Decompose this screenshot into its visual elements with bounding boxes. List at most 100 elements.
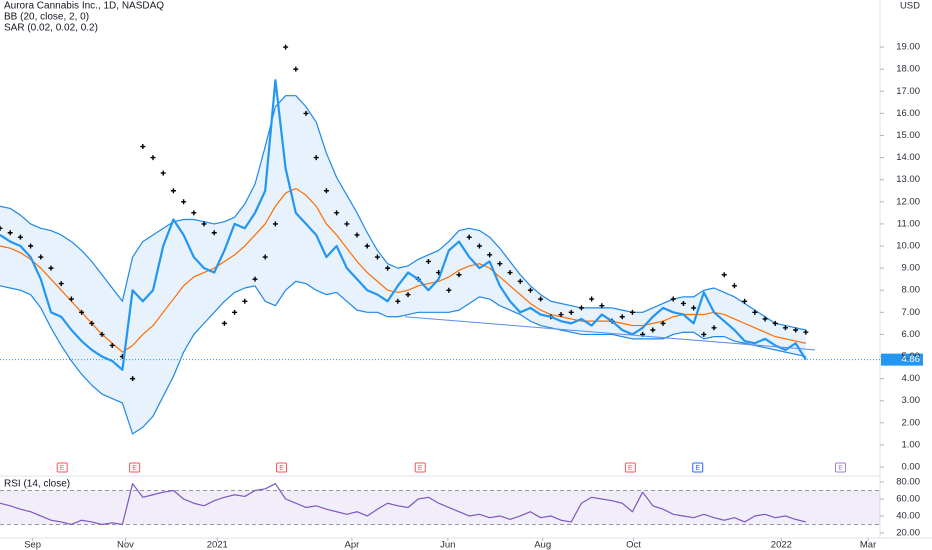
y-tick-label: 8.00	[902, 285, 921, 296]
sar-dot	[7, 230, 13, 236]
earnings-marker	[129, 462, 141, 473]
earnings-marker	[624, 462, 636, 473]
sar-dot	[680, 300, 686, 306]
sar-dot	[691, 305, 697, 311]
y-tick-label: 11.00	[897, 218, 920, 229]
sar-dot	[395, 298, 401, 304]
x-tick-label: Nov	[117, 540, 134, 550]
series-line	[0, 187, 806, 353]
x-tick-label: Jun	[440, 540, 455, 550]
sar-dot	[578, 305, 584, 311]
sar-dot	[140, 144, 146, 150]
sar-dot	[354, 232, 360, 238]
y-tick-label: 16.00	[896, 108, 920, 119]
sar-dot	[160, 170, 166, 176]
band-fill	[0, 95, 806, 434]
sar-dot	[619, 314, 625, 320]
sar-dot	[629, 309, 635, 315]
sar-dot	[364, 243, 370, 249]
sar-dot	[782, 325, 788, 331]
sar-dot	[303, 110, 309, 116]
sar-dot	[527, 287, 533, 293]
sar-dot	[711, 325, 717, 331]
sar-dot	[211, 230, 217, 236]
sar-dot	[0, 225, 3, 231]
sar-dot	[507, 270, 513, 276]
sar-dot	[731, 283, 737, 289]
sar-dot	[466, 234, 472, 240]
sar-dot	[150, 155, 156, 161]
y-tick-label: 20.00	[896, 528, 920, 539]
sar-dot	[558, 312, 564, 318]
y-tick-label: 2.00	[902, 417, 921, 428]
sar-dot	[242, 298, 248, 304]
sar-dot	[170, 188, 176, 194]
sar-dot	[201, 221, 207, 227]
earnings-marker	[692, 462, 704, 473]
sar-dot	[109, 342, 115, 348]
sar-dot	[48, 265, 54, 271]
sar-dot	[456, 272, 462, 278]
indicator-label: BB (20, close, 2, 0)	[4, 12, 89, 23]
plot	[0, 44, 923, 541]
trendline	[404, 316, 816, 351]
sar-dot	[221, 320, 227, 326]
sar-dot	[762, 316, 768, 322]
y-tick-label: 15.00	[896, 130, 920, 141]
y-tick-label: 10.00	[896, 241, 920, 252]
sar-dot	[742, 298, 748, 304]
sar-dot	[660, 320, 666, 326]
sar-dot	[405, 292, 411, 298]
earnings-marker	[276, 462, 288, 473]
sar-dot	[262, 254, 268, 260]
y-tick-label: 60.00	[896, 494, 920, 505]
sar-dot	[344, 221, 350, 227]
sar-dot	[793, 327, 799, 333]
sar-dot	[599, 303, 605, 309]
y-tick-label: 12.00	[896, 196, 920, 207]
y-tick-label: 40.00	[896, 511, 920, 522]
series-line	[0, 483, 806, 526]
sar-dot	[181, 199, 187, 205]
sar-dot	[68, 296, 74, 302]
currency-label: USD	[900, 1, 920, 12]
earnings-label: E	[60, 465, 65, 472]
x-tick-label: 2021	[207, 540, 228, 550]
sar-dot	[487, 252, 493, 258]
sar-dot	[476, 243, 482, 249]
sar-dot	[517, 278, 523, 284]
x-tick-label: Sep	[24, 540, 41, 550]
earnings-label: E	[279, 465, 284, 472]
indicator-label: RSI (14, close)	[4, 479, 70, 490]
x-tick-label: Apr	[345, 540, 360, 550]
sar-dot	[701, 331, 707, 337]
earnings-label: E	[628, 465, 633, 472]
sar-dot	[803, 329, 809, 335]
y-tick-label: 9.00	[902, 263, 921, 274]
sar-dot	[650, 327, 656, 333]
sar-dot	[272, 221, 278, 227]
sar-dot	[425, 258, 431, 264]
sar-dot	[38, 254, 44, 260]
sar-dot	[28, 243, 34, 249]
y-tick-label: 4.00	[902, 373, 921, 384]
earnings-marker	[56, 462, 68, 473]
last-price-tag	[881, 353, 923, 366]
sar-dot	[252, 276, 258, 282]
sar-dot	[772, 320, 778, 326]
y-tick-label: 7.00	[902, 307, 921, 318]
sar-dot	[313, 155, 319, 161]
earnings-label: E	[838, 465, 843, 472]
sar-dot	[670, 296, 676, 302]
y-tick-label: 13.00	[896, 174, 920, 185]
sar-dot	[293, 66, 299, 72]
sar-dot	[497, 261, 503, 267]
y-tick-label: 19.00	[896, 42, 920, 53]
indicator-label: SAR (0.02, 0.02, 0.2)	[4, 23, 98, 34]
y-tick-label: 5.00	[902, 351, 921, 362]
sar-dot	[99, 331, 105, 337]
sar-dot	[568, 309, 574, 315]
sar-dot	[283, 44, 289, 50]
last-price-label: 4.86	[902, 354, 921, 365]
